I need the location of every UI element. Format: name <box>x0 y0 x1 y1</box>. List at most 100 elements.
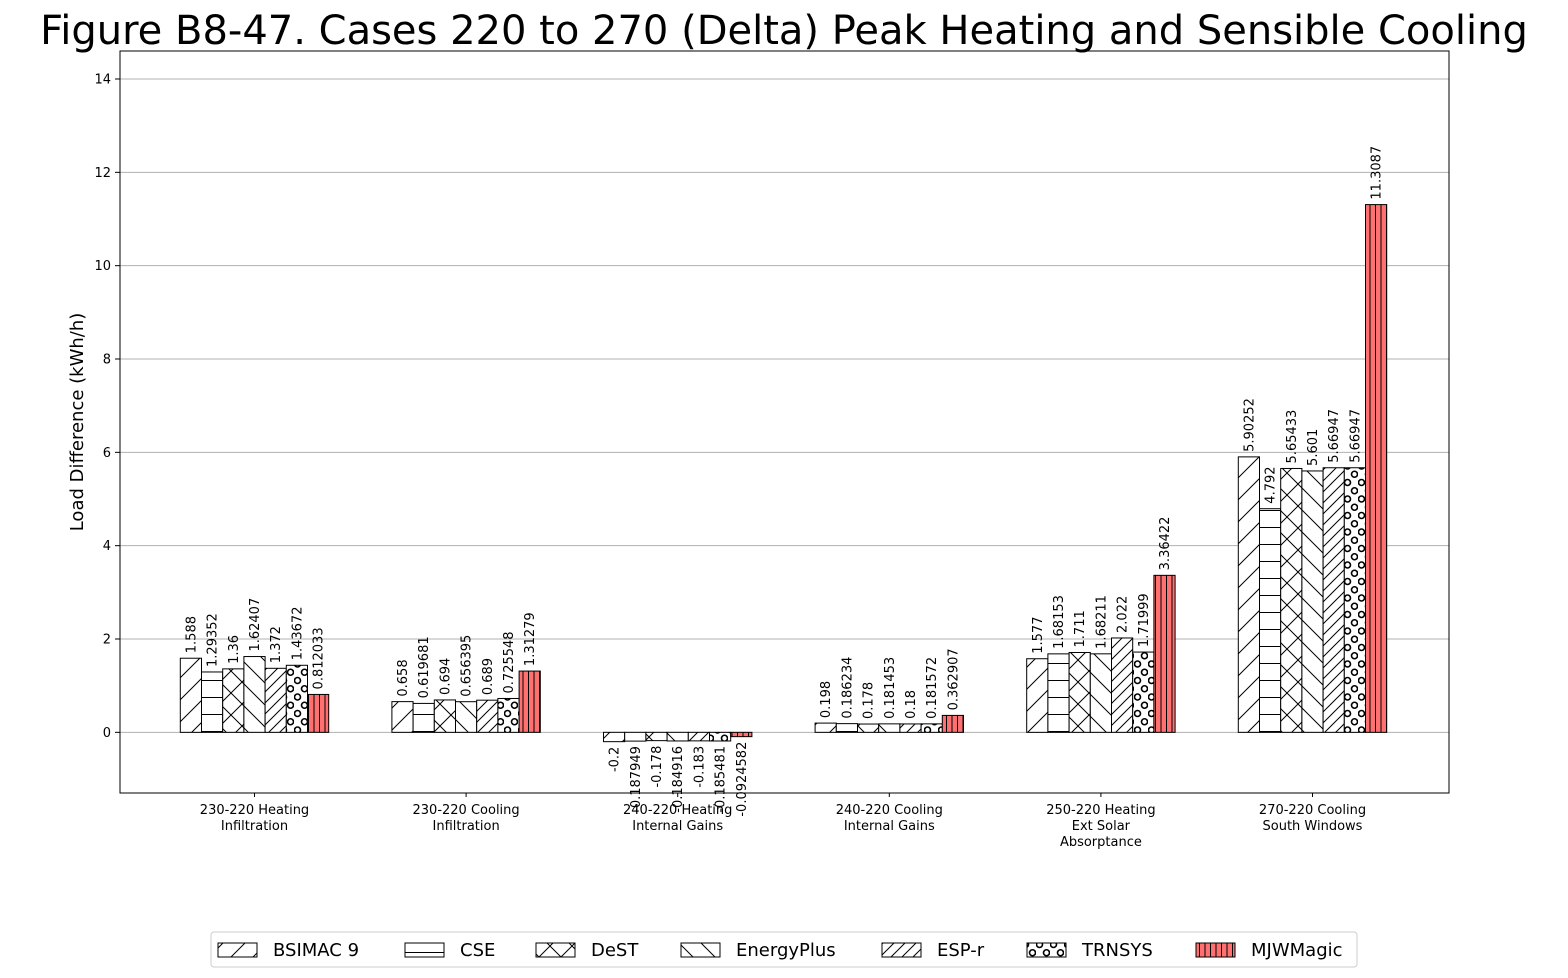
x-category-label: 270-220 Cooling South Windows <box>1259 803 1366 834</box>
y-gridlines <box>120 78 1449 733</box>
data-label: 5.90252 <box>1242 398 1257 452</box>
legend-label: CSE <box>460 940 495 961</box>
plot-frame <box>119 50 1450 794</box>
bar-dest <box>645 731 668 742</box>
bar-bsimac-9 <box>603 731 626 743</box>
x-category-label-line: Infiltration <box>433 819 500 834</box>
legend-item: EnergyPlus <box>680 940 836 961</box>
data-label: 4.792 <box>1264 466 1279 503</box>
legend-item: DeST <box>535 940 639 961</box>
legend-label: TRNSYS <box>1081 940 1153 961</box>
x-category-label-line: Ext Solar <box>1072 819 1131 834</box>
data-label: 0.689 <box>481 658 496 695</box>
data-label: 11.3087 <box>1370 146 1385 200</box>
bar-energyplus <box>1301 470 1324 733</box>
y-axis-ticks: 0 2 4 6 8 10 12 14 <box>94 73 120 741</box>
legend-item: BSIMAC 9 <box>217 940 359 961</box>
y-tick-label: 2 <box>103 633 111 648</box>
bar-trnsys <box>1132 651 1155 733</box>
bar-dest <box>1280 467 1303 733</box>
data-label: -0.185481 <box>714 746 729 813</box>
legend-swatch <box>680 942 721 958</box>
legend-item: CSE <box>404 940 495 961</box>
data-label: 5.65433 <box>1285 410 1300 464</box>
x-category-label: 230-220 Cooling Infiltration <box>413 803 520 834</box>
data-label: -0.178 <box>650 746 665 788</box>
bar-mjwmagic <box>307 693 330 733</box>
legend-swatch <box>404 942 445 958</box>
bar-energyplus <box>1089 653 1113 733</box>
x-category-label-line: 250-220 Heating <box>1046 803 1155 818</box>
y-tick-label: 4 <box>103 539 111 554</box>
legend-label: MJWMagic <box>1251 940 1343 961</box>
bar-energyplus <box>878 723 901 733</box>
data-label: 2.022 <box>1116 596 1131 633</box>
legend-label: DeST <box>591 940 639 961</box>
bar-esp-r <box>1322 467 1345 733</box>
bar-esp-r <box>1111 637 1134 733</box>
bar-cse <box>835 723 858 733</box>
bar-cse <box>624 731 647 742</box>
bar-bsimac-9 <box>391 701 414 733</box>
bar-dest <box>1068 651 1091 733</box>
data-label: 0.658 <box>396 659 411 696</box>
data-label: 1.711 <box>1073 610 1088 647</box>
bar-trnsys <box>285 664 308 733</box>
data-label: 1.372 <box>269 626 284 663</box>
bar-esp-r <box>476 699 499 733</box>
bar-energyplus <box>666 731 689 742</box>
x-category-label-line: Internal Gains <box>844 819 935 834</box>
bar-bsimac-9 <box>179 657 203 733</box>
bar-dest <box>222 668 245 733</box>
bar-cse <box>201 671 224 733</box>
data-label: 0.181572 <box>925 657 940 719</box>
data-label: 0.198 <box>819 681 834 718</box>
bar-dest <box>433 699 456 733</box>
data-label: 1.43672 <box>290 607 305 661</box>
data-label: 1.29352 <box>206 613 221 667</box>
data-label: -0.0924582 <box>735 742 750 817</box>
x-category-label-line: 240-220 Heating <box>623 803 732 818</box>
legend-item: MJWMagic <box>1195 940 1343 961</box>
bars <box>179 204 1388 743</box>
bar-cse <box>1047 653 1070 733</box>
bar-mjwmagic <box>730 731 753 738</box>
legend-swatch <box>1195 942 1236 958</box>
data-label: 0.812033 <box>312 627 327 689</box>
bar-cse <box>1259 508 1282 733</box>
bar-bsimac-9 <box>1026 658 1049 733</box>
data-label: 1.71999 <box>1137 593 1152 647</box>
data-label: 5.601 <box>1306 429 1321 466</box>
legend-item: ESP-r <box>881 940 985 961</box>
data-label: -0.183 <box>692 746 707 788</box>
bar-mjwmagic <box>1153 574 1176 733</box>
bar-trnsys <box>497 697 520 733</box>
bar-bsimac-9 <box>814 722 837 733</box>
data-label: 0.694 <box>438 658 453 695</box>
x-category-label-line: 230-220 Heating <box>200 803 309 818</box>
data-label: 0.18 <box>904 690 919 719</box>
legend-frame <box>210 931 1358 968</box>
x-category-label: 250-220 Heating Ext Solar Absorptance <box>1046 803 1155 850</box>
data-label: 0.725548 <box>502 631 517 693</box>
data-label: 1.577 <box>1031 617 1046 654</box>
legend-swatch <box>1026 942 1067 958</box>
legend: BSIMAC 9 CSE DeST EnergyPlus ESP-r TRNSYS MJWM… <box>210 931 1358 968</box>
data-label: 0.186234 <box>840 657 855 719</box>
bar-esp-r <box>264 667 287 733</box>
x-category-label-line: South Windows <box>1263 819 1363 834</box>
y-tick-label: 12 <box>94 166 111 181</box>
bar-energyplus <box>455 701 478 733</box>
data-label: 0.656395 <box>460 635 475 697</box>
legend-swatch <box>881 942 922 958</box>
y-tick-label: 10 <box>94 259 111 274</box>
data-label: 0.181453 <box>883 657 898 719</box>
legend-swatch <box>217 942 258 958</box>
bar-trnsys <box>920 723 943 733</box>
bar-dest <box>857 723 880 733</box>
data-label: -0.184916 <box>671 746 686 813</box>
x-category-label-line: 270-220 Cooling <box>1259 803 1366 818</box>
data-label: 0.178 <box>862 682 877 719</box>
